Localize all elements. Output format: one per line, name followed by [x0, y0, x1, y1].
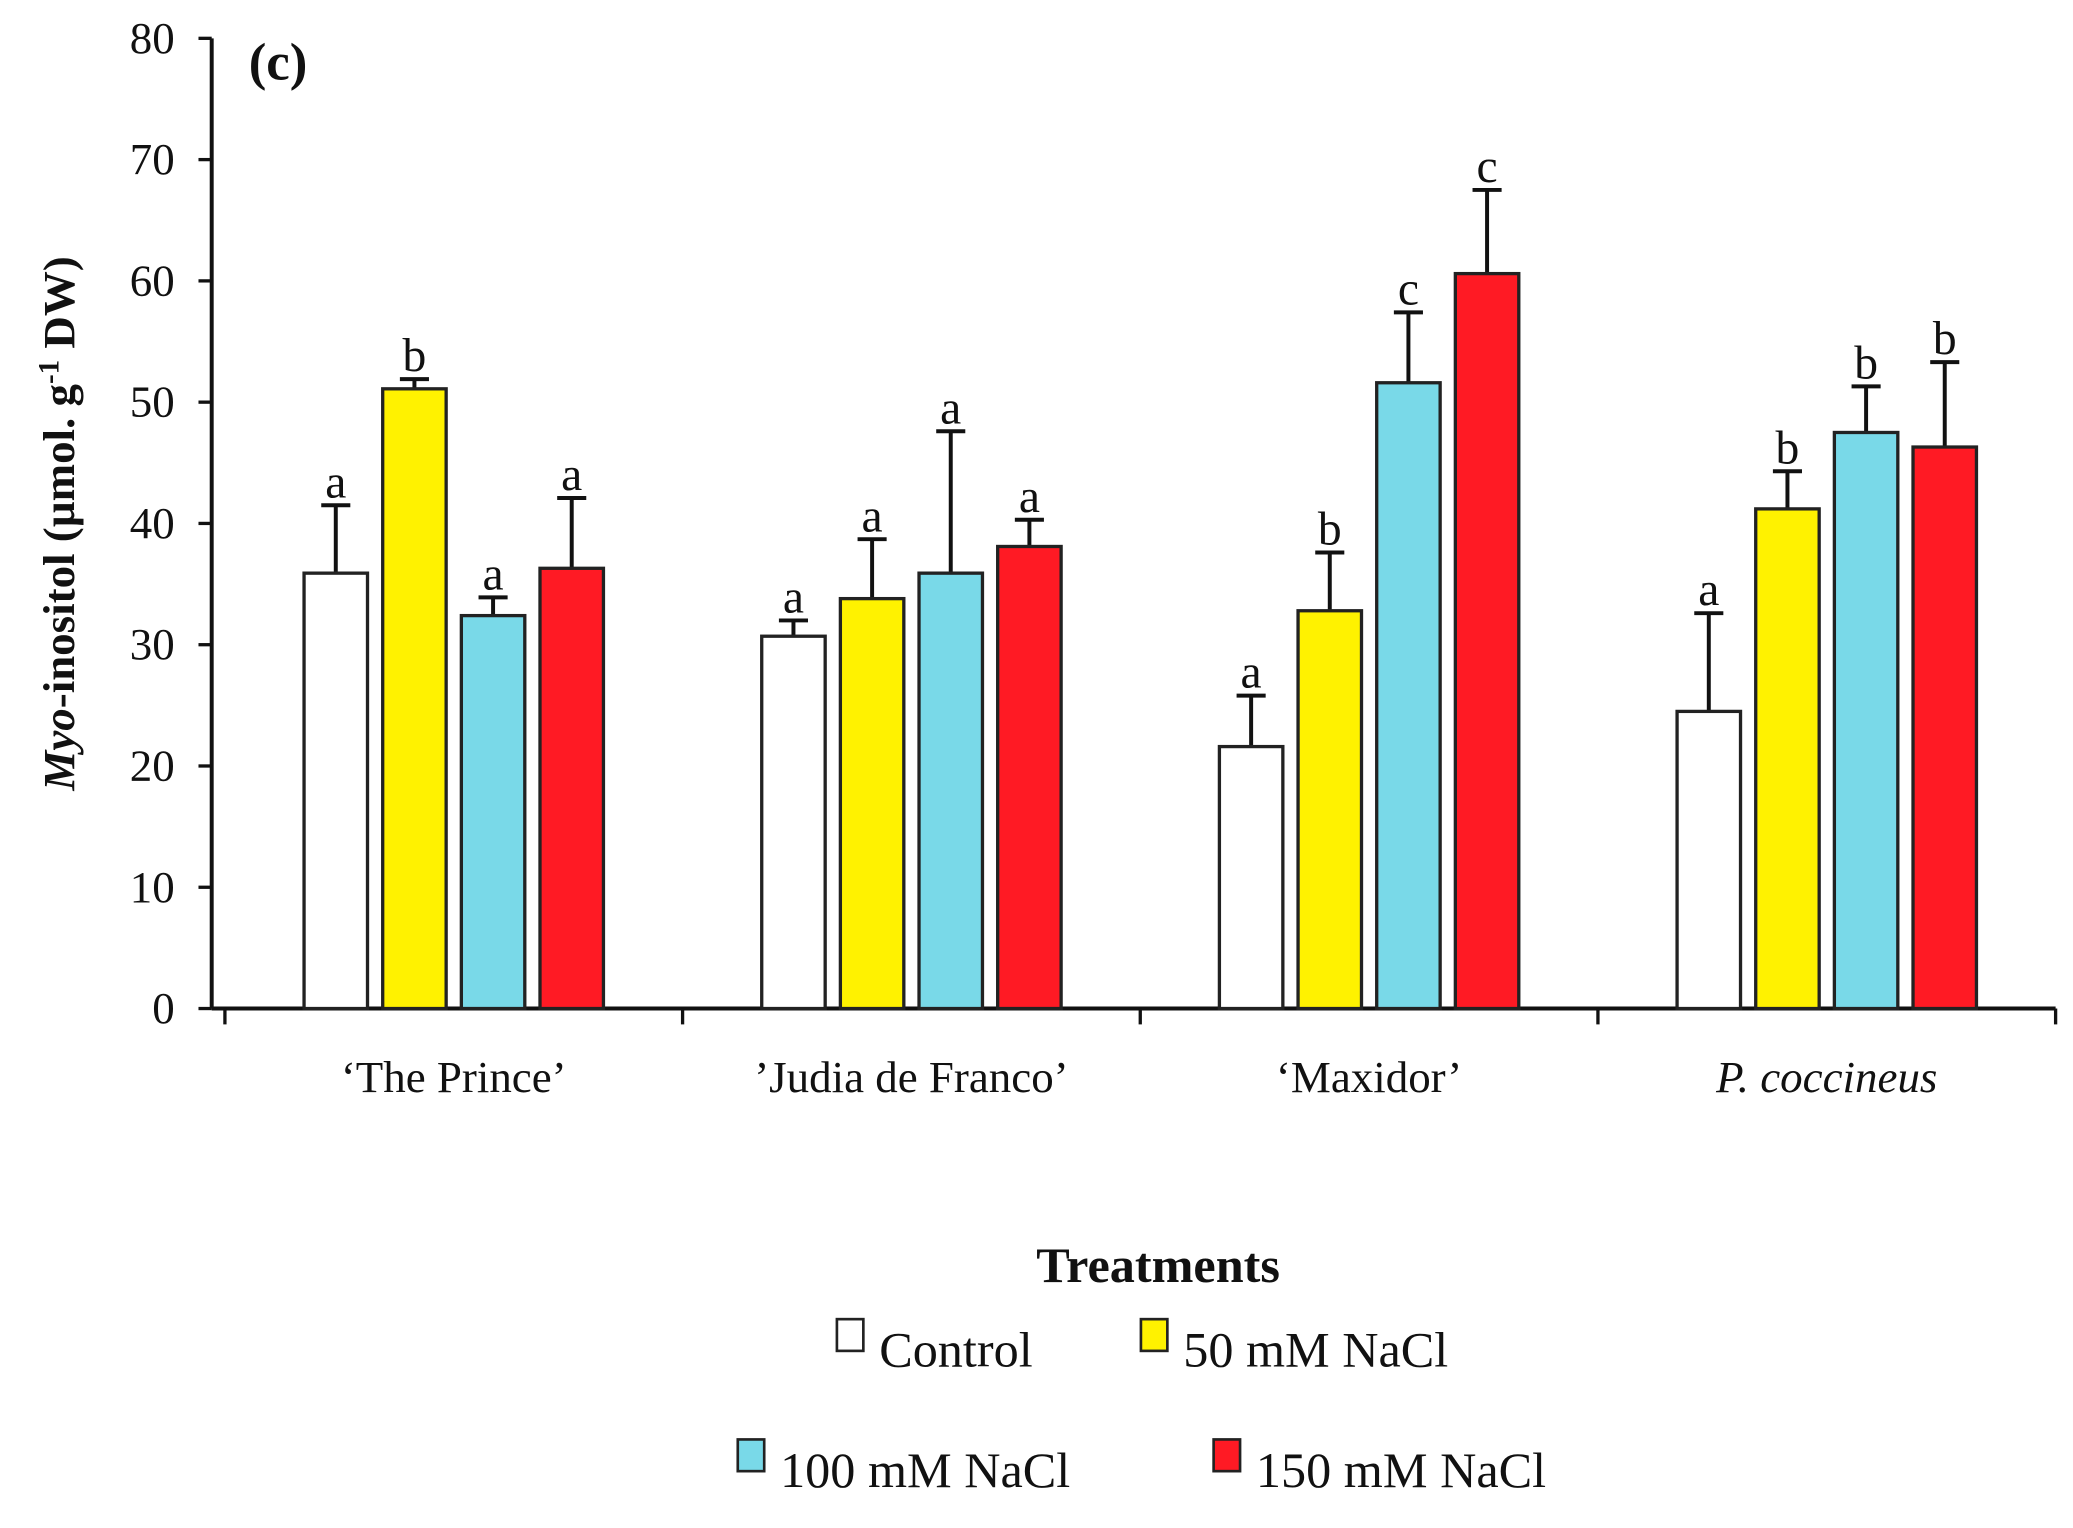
x-axis-label: Treatments — [1036, 1237, 1280, 1293]
significance-letter: a — [940, 382, 961, 434]
bar — [996, 544, 1063, 1011]
significance-letter: b — [1776, 422, 1800, 474]
significance-letter: a — [783, 572, 804, 624]
legend-label: 150 mM NaCl — [1256, 1442, 1546, 1498]
bar — [1675, 709, 1743, 1011]
bar — [1754, 507, 1821, 1011]
significance-letter: a — [561, 449, 582, 501]
y-tick-label: 30 — [130, 619, 175, 669]
y-tick-label: 60 — [130, 255, 175, 305]
significance-letter: b — [403, 330, 427, 382]
y-tick-label: 10 — [130, 862, 175, 912]
bar — [760, 634, 827, 1011]
bar — [1217, 744, 1285, 1011]
y-tick-label: 20 — [130, 741, 175, 791]
y-axis-label: Myo-inositol (µmol. g-1 DW) — [33, 256, 84, 791]
y-tick-label: 50 — [130, 377, 175, 427]
legend-label: Control — [879, 1322, 1032, 1378]
x-tick-label: ‘Maxidor’ — [1276, 1052, 1462, 1102]
bar — [1296, 609, 1364, 1011]
x-tick-label: ‘The Prince’ — [341, 1052, 567, 1102]
bar — [917, 571, 985, 1011]
significance-letter: a — [325, 456, 346, 508]
significance-letter: b — [1854, 337, 1878, 389]
bar — [459, 613, 527, 1011]
y-tick-label: 80 — [130, 13, 175, 63]
bar — [1375, 381, 1442, 1011]
legend-label: 50 mM NaCl — [1183, 1322, 1448, 1378]
y-tick-label: 70 — [130, 134, 175, 184]
significance-letter: a — [1019, 471, 1040, 523]
significance-letter: a — [483, 548, 504, 600]
legend-swatch — [835, 1317, 865, 1353]
x-tick-label: ’Judia de Franco’ — [754, 1052, 1068, 1102]
bar — [538, 566, 606, 1011]
bar — [381, 387, 448, 1011]
bar — [838, 596, 906, 1011]
legend-swatch — [1139, 1317, 1169, 1353]
bar — [302, 571, 370, 1011]
significance-letter: a — [1698, 564, 1719, 616]
significance-letter: c — [1477, 141, 1498, 193]
bar — [1453, 271, 1521, 1011]
significance-letter: a — [1241, 647, 1262, 699]
y-tick-label: 0 — [152, 983, 174, 1033]
legend-label: 100 mM NaCl — [780, 1442, 1070, 1498]
legend-swatch — [736, 1438, 766, 1473]
x-tick-label: P. coccineus — [1715, 1052, 1937, 1102]
bar — [1832, 430, 1900, 1011]
significance-letter: a — [862, 490, 883, 542]
bar — [1911, 445, 1979, 1011]
significance-letter: c — [1398, 263, 1419, 315]
legend-swatch — [1212, 1438, 1242, 1473]
significance-letter: b — [1933, 313, 1957, 365]
y-tick-label: 40 — [130, 498, 175, 548]
significance-letter: b — [1318, 504, 1342, 556]
panel-label: (c) — [249, 33, 308, 91]
